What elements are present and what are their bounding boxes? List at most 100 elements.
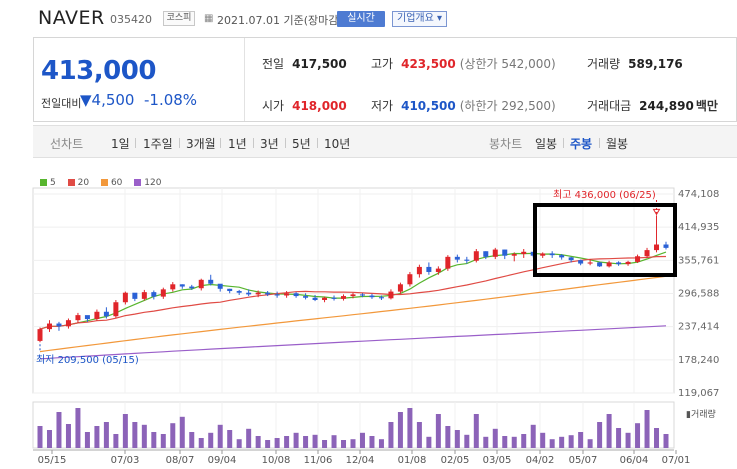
candle-body	[407, 274, 413, 285]
candle-body	[65, 320, 71, 327]
candle-body	[84, 315, 90, 320]
divider	[285, 138, 286, 148]
volume-bar	[407, 408, 413, 448]
candle-body	[369, 295, 375, 298]
candle-body	[265, 292, 271, 295]
candle-daily[interactable]: 일봉	[535, 137, 558, 151]
candle-body	[378, 297, 384, 299]
candles	[37, 215, 669, 343]
ma-legend: 5 20 60 120	[40, 178, 170, 188]
candle-body	[587, 262, 593, 264]
amount-cell: 거래대금 244,890 백만	[587, 97, 718, 114]
x-tick-label: 03/05	[483, 455, 512, 466]
volume-bar	[454, 430, 460, 448]
volume-bar	[559, 436, 565, 448]
volume-bar	[597, 422, 603, 448]
volume-bar	[312, 434, 318, 448]
company-info-dropdown[interactable]: 기업개요 ▾	[392, 11, 447, 27]
volume-bar	[322, 440, 328, 448]
volume-bar	[151, 432, 157, 448]
candle-body	[616, 262, 622, 265]
volume-bar	[208, 432, 214, 448]
upper-limit: (상한가 542,000)	[459, 57, 556, 71]
chart-toolbar: 선차트 1일 1주일 3개월 1년 3년 5년 10년 봉차트 일봉 주봉 월봉	[33, 125, 737, 158]
volume-bar	[445, 426, 451, 448]
volume-bar	[397, 412, 403, 448]
volume-bar	[464, 434, 470, 448]
high-label: 고가	[371, 57, 394, 71]
volume-bar	[46, 430, 52, 448]
candle-body	[654, 244, 660, 251]
x-tick-label: 07/01	[662, 455, 691, 466]
x-tick-label: 06/04	[620, 455, 649, 466]
volume-cell: 거래량 589,176	[587, 55, 683, 72]
legend-ma20: 20	[67, 178, 89, 188]
change-rate: -1.08%	[144, 91, 198, 109]
volume-bar	[369, 436, 375, 448]
divider	[135, 138, 136, 148]
candle-weekly[interactable]: 주봉	[570, 137, 593, 151]
candle-body	[331, 297, 337, 299]
volume-bar	[378, 439, 384, 448]
chart-grid	[32, 187, 675, 451]
period-5y[interactable]: 5년	[292, 137, 311, 151]
volume-bar	[189, 432, 195, 448]
period-1y[interactable]: 1년	[228, 137, 247, 151]
candle-body	[635, 256, 641, 262]
candle-body	[663, 244, 669, 248]
volume-label: 거래량	[587, 57, 621, 71]
chart-axes: 474,108 414,935 355,761 296,588 237,414 178,2…	[38, 189, 720, 466]
x-tick-label: 02/05	[441, 455, 470, 466]
period-1w[interactable]: 1주일	[143, 137, 173, 151]
line-chart-label: 선차트	[50, 137, 84, 151]
realtime-button[interactable]: 실시간	[337, 11, 385, 27]
volume-bar	[578, 432, 584, 448]
candle-body	[521, 251, 527, 255]
high-value: 423,500	[401, 57, 456, 71]
volume-bars	[37, 408, 669, 448]
moving-averages	[39, 251, 667, 360]
candle-body	[426, 266, 432, 272]
high-annotation: 최고 436,000 (06/25)	[553, 189, 656, 201]
candle-body	[227, 288, 233, 292]
volume-bar	[170, 423, 176, 448]
volume-bar	[587, 439, 593, 448]
x-tick-label: 12/04	[346, 455, 375, 466]
candle-body	[416, 266, 422, 275]
candle-body	[644, 250, 650, 257]
volume-bar	[293, 432, 299, 448]
candle-body	[578, 260, 584, 264]
candle-body	[445, 256, 451, 269]
period-3m[interactable]: 3개월	[186, 137, 216, 151]
amount-label: 거래대금	[587, 99, 632, 113]
candle-body	[103, 311, 109, 317]
candle-monthly[interactable]: 월봉	[606, 137, 629, 151]
volume-bar	[246, 428, 252, 448]
candle-body	[559, 255, 565, 258]
volume-bar	[416, 422, 422, 448]
ma20-line	[39, 255, 667, 330]
y-tick-label: 414,935	[678, 222, 719, 233]
volume-value: 589,176	[628, 57, 683, 71]
candle-body	[246, 292, 252, 295]
volume-bar	[103, 422, 109, 448]
legend-ma60: 60	[100, 178, 122, 188]
period-10y[interactable]: 10년	[324, 137, 351, 151]
volume-bar	[255, 436, 261, 448]
low-label: 저가	[371, 99, 394, 113]
legend-ma120: 120	[134, 178, 161, 188]
period-3y[interactable]: 3년	[260, 137, 279, 151]
candle-body	[568, 257, 574, 261]
candle-body	[179, 284, 185, 287]
change-value: ▼4,500	[80, 91, 135, 109]
candle-body	[217, 283, 223, 289]
amount-value: 244,890	[639, 99, 694, 113]
base-date: 2021.07.01 기준(장마감)	[217, 14, 343, 27]
candle-body	[502, 249, 508, 256]
volume-bar	[132, 422, 138, 448]
x-tick-label: 11/06	[304, 455, 333, 466]
volume-bar	[341, 440, 347, 448]
volume-bar	[625, 432, 631, 448]
period-1d[interactable]: 1일	[111, 137, 130, 151]
